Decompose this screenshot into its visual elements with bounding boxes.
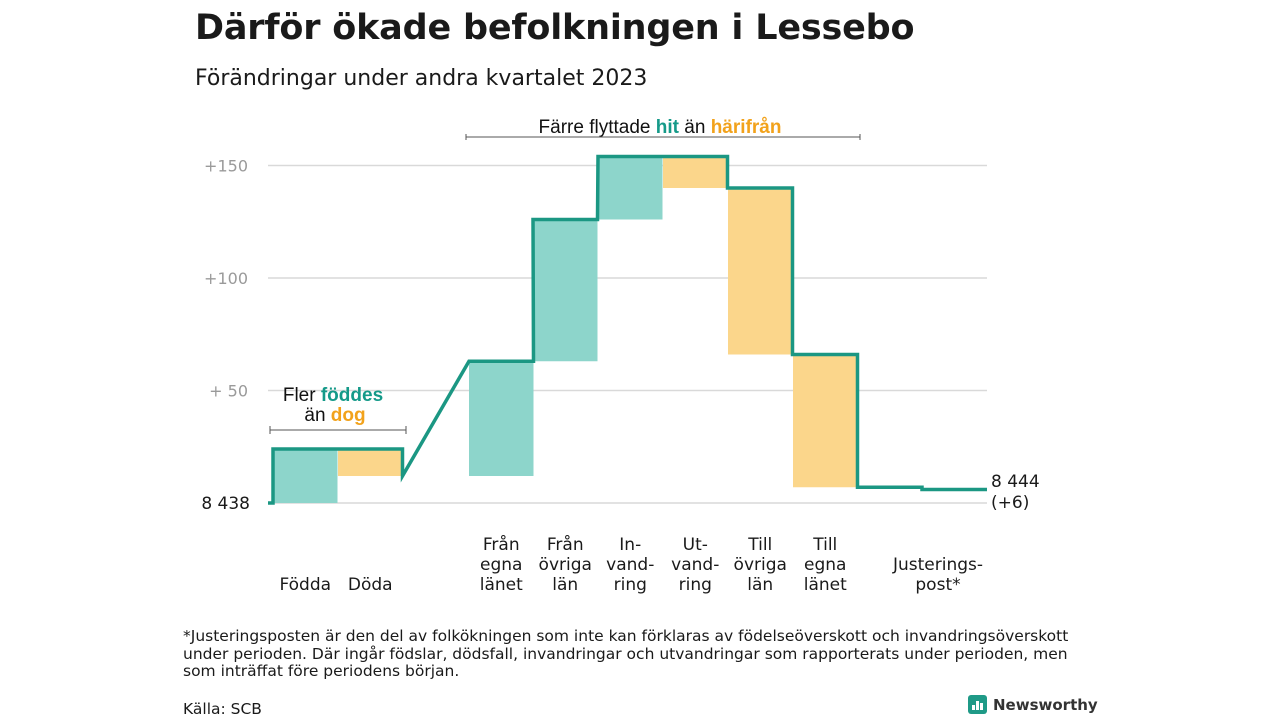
bar-decrease <box>728 188 793 355</box>
category-label: In-vand-ring <box>606 535 654 595</box>
category-label: Justerings-post* <box>892 555 983 595</box>
cumulative-step-line <box>268 154 987 505</box>
bar-increase <box>533 219 598 362</box>
y-tick-label: +100 <box>204 269 248 288</box>
brand-logo: Newsworthy <box>968 695 1098 714</box>
bar-decrease <box>793 354 858 488</box>
bar-decrease <box>663 156 728 188</box>
y-tick-label: + 50 <box>209 382 248 401</box>
brand-name: Newsworthy <box>993 695 1098 714</box>
annotation-migration: Färre flyttade hit än härifrån <box>539 117 782 138</box>
bar-decrease <box>338 449 403 476</box>
annotation-deaths: än dog <box>304 405 365 426</box>
category-label: Från övriga län <box>539 534 592 595</box>
chart-title: Därför ökade befolkningen i Lessebo <box>195 8 915 48</box>
chart-subtitle: Förändringar under andra kvartalet 2023 <box>195 66 648 91</box>
end-value-label: 8 444 (+6) <box>991 472 1040 513</box>
category-label: Födda <box>279 575 331 595</box>
annotation-births: Fler föddes <box>283 385 383 406</box>
waterfall-chart: + 50 +100 +150 Födda Döda Från egna länet Från öv… <box>201 117 1040 595</box>
start-value-label: 8 438 <box>201 494 250 514</box>
category-label: Från egna länet <box>480 534 523 595</box>
footnote: *Justeringsposten är den del av folkökni… <box>183 627 1069 680</box>
bar-increase <box>273 449 338 503</box>
category-label: Till övriga län <box>734 535 787 595</box>
bar-increase <box>598 156 663 220</box>
category-label: Döda <box>348 575 393 595</box>
bar-increase <box>469 361 534 476</box>
source-label: Källa: SCB <box>183 700 262 718</box>
category-label: Ut-vand-ring <box>671 535 719 595</box>
category-label: Till egna länet <box>804 535 847 595</box>
bar-chart-icon <box>968 695 987 714</box>
y-tick-label: +150 <box>204 157 248 176</box>
